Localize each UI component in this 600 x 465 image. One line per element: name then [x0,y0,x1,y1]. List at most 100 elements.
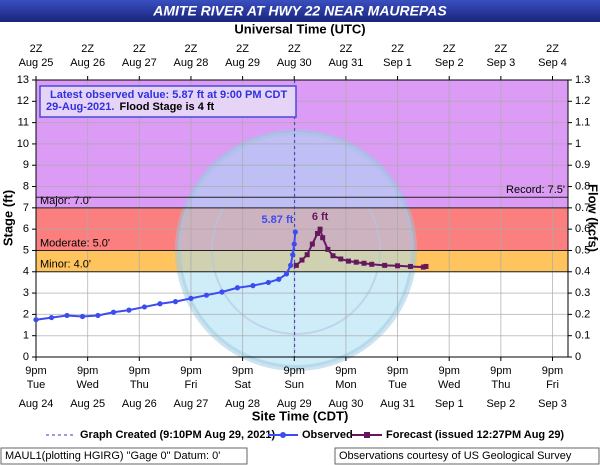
x-tick-weekday: Wed [438,379,460,391]
data-point [309,241,315,247]
x-tick-weekday: Tue [388,379,407,391]
x-tick-date: Aug 25 [70,398,105,410]
y2-tick-label: 0.6 [575,223,590,235]
x-tick-label: 9pm [25,365,46,377]
y2-axis-title: Flow (kcfs) [586,184,600,252]
x2-tick-label: 2Z [133,43,146,55]
data-point [79,313,86,320]
x-tick-date: Aug 28 [225,398,260,410]
x-tick-date: Aug 31 [380,398,415,410]
x2-tick-date: Aug 27 [122,57,157,69]
footer-left: MAUL1(plotting HGIRG) "Gage 0" Datum: 0' [5,450,220,462]
y-tick-label: 13 [17,74,29,86]
x-tick-weekday: Fri [185,379,198,391]
x-tick-weekday: Fri [546,379,559,391]
x-tick-weekday: Sun [284,379,304,391]
data-point [291,241,297,247]
data-point [33,317,39,323]
data-point [48,314,55,321]
y-axis-title: Stage (ft) [0,190,15,246]
data-point [317,226,323,232]
y-tick-label: 1 [23,330,29,342]
data-point [325,246,331,252]
flood-label: Moderate: 5.0' [40,237,110,249]
data-point [407,263,413,269]
data-point [110,309,117,315]
x-tick-date: Aug 27 [174,398,209,410]
data-point [353,259,359,265]
footer-box [0,447,248,465]
y2-tick-label: 1.2 [575,95,590,107]
data-point [420,264,426,270]
data-point [203,292,210,298]
x-tick-label: 9pm [232,365,253,377]
y-tick-label: 5 [23,244,29,256]
y2-tick-label: 0.7 [575,202,590,214]
x-axis-title: Site Time (CDT) [252,408,349,423]
x-tick-date: Aug 29 [277,398,312,410]
x-tick-weekday: Sat [234,379,251,391]
info-flood-stage: Flood Stage is 4 ft [119,101,214,113]
data-point [299,257,305,263]
footer-box [334,447,600,465]
x2-tick-date: Aug 30 [277,57,312,69]
data-point [314,230,320,236]
x-tick-date: Sep 3 [538,398,567,410]
x2-tick-date: Aug 26 [70,57,105,69]
x2-tick-date: Aug 29 [225,57,260,69]
data-point [338,256,344,262]
x2-tick-date: Aug 31 [328,57,363,69]
legend-label: Forecast (issued 12:27PM Aug 29) [386,429,564,441]
data-point [95,312,101,319]
x2-tick-date: Sep 3 [486,57,515,69]
data-point [250,283,256,289]
y-tick-label: 10 [17,138,29,150]
x2-tick-label: 2Z [236,43,249,55]
y2-tick-label: 0.4 [575,266,590,278]
x-tick-date: Aug 30 [328,398,363,410]
y-tick-label: 12 [17,95,29,107]
x-tick-label: 9pm [490,365,511,377]
y2-tick-label: 1.3 [575,74,590,86]
data-point [265,279,272,286]
data-point [369,261,375,267]
legend-marker [280,432,286,438]
x-tick-label: 9pm [180,365,201,377]
y2-tick-label: 0.8 [575,180,590,192]
y2-tick-label: 0.3 [575,287,590,299]
x-tick-date: Sep 1 [435,398,464,410]
data-point [292,229,298,235]
x-tick-label: 9pm [129,365,150,377]
y2-tick-label: 0.1 [575,330,590,342]
data-point [304,252,310,258]
x2-tick-date: Sep 2 [435,57,464,69]
data-point [126,307,132,313]
data-point [188,295,194,302]
plot-area: Minor: 4.0' Moderate: 5.0' Major: 7.0' Reco… [35,79,568,371]
data-point [276,276,282,282]
flood-label: Major: 7.0' [40,195,91,207]
data-point [157,301,163,307]
data-point [293,262,299,268]
x-tick-weekday: Wed [76,379,98,391]
flood-label: Minor: 4.0' [40,259,91,271]
y-tick-label: 4 [23,266,29,278]
x2-tick-label: 2Z [288,43,301,55]
y2-tick-label: 0.2 [575,308,590,320]
y2-tick-label: 1.1 [575,117,590,129]
x-tick-weekday: Thu [130,379,149,391]
y2-tick-label: 1 [575,138,581,150]
x2-tick-date: Aug 25 [19,57,54,69]
x-tick-date: Aug 24 [19,398,54,410]
x2-tick-date: Aug 28 [174,57,209,69]
data-point [172,299,179,305]
x2-tick-date: Sep 1 [383,57,412,69]
footer-right: Observations courtesy of US Geological S… [339,450,572,462]
data-point [330,253,336,259]
info-line: Latest observed value: 5.87 ft at 9:00 P… [50,89,287,101]
x2-tick-label: 2Z [30,43,43,55]
x2-tick-label: 2Z [443,43,456,55]
x-tick-label: 9pm [542,365,563,377]
title-bar [0,0,600,22]
